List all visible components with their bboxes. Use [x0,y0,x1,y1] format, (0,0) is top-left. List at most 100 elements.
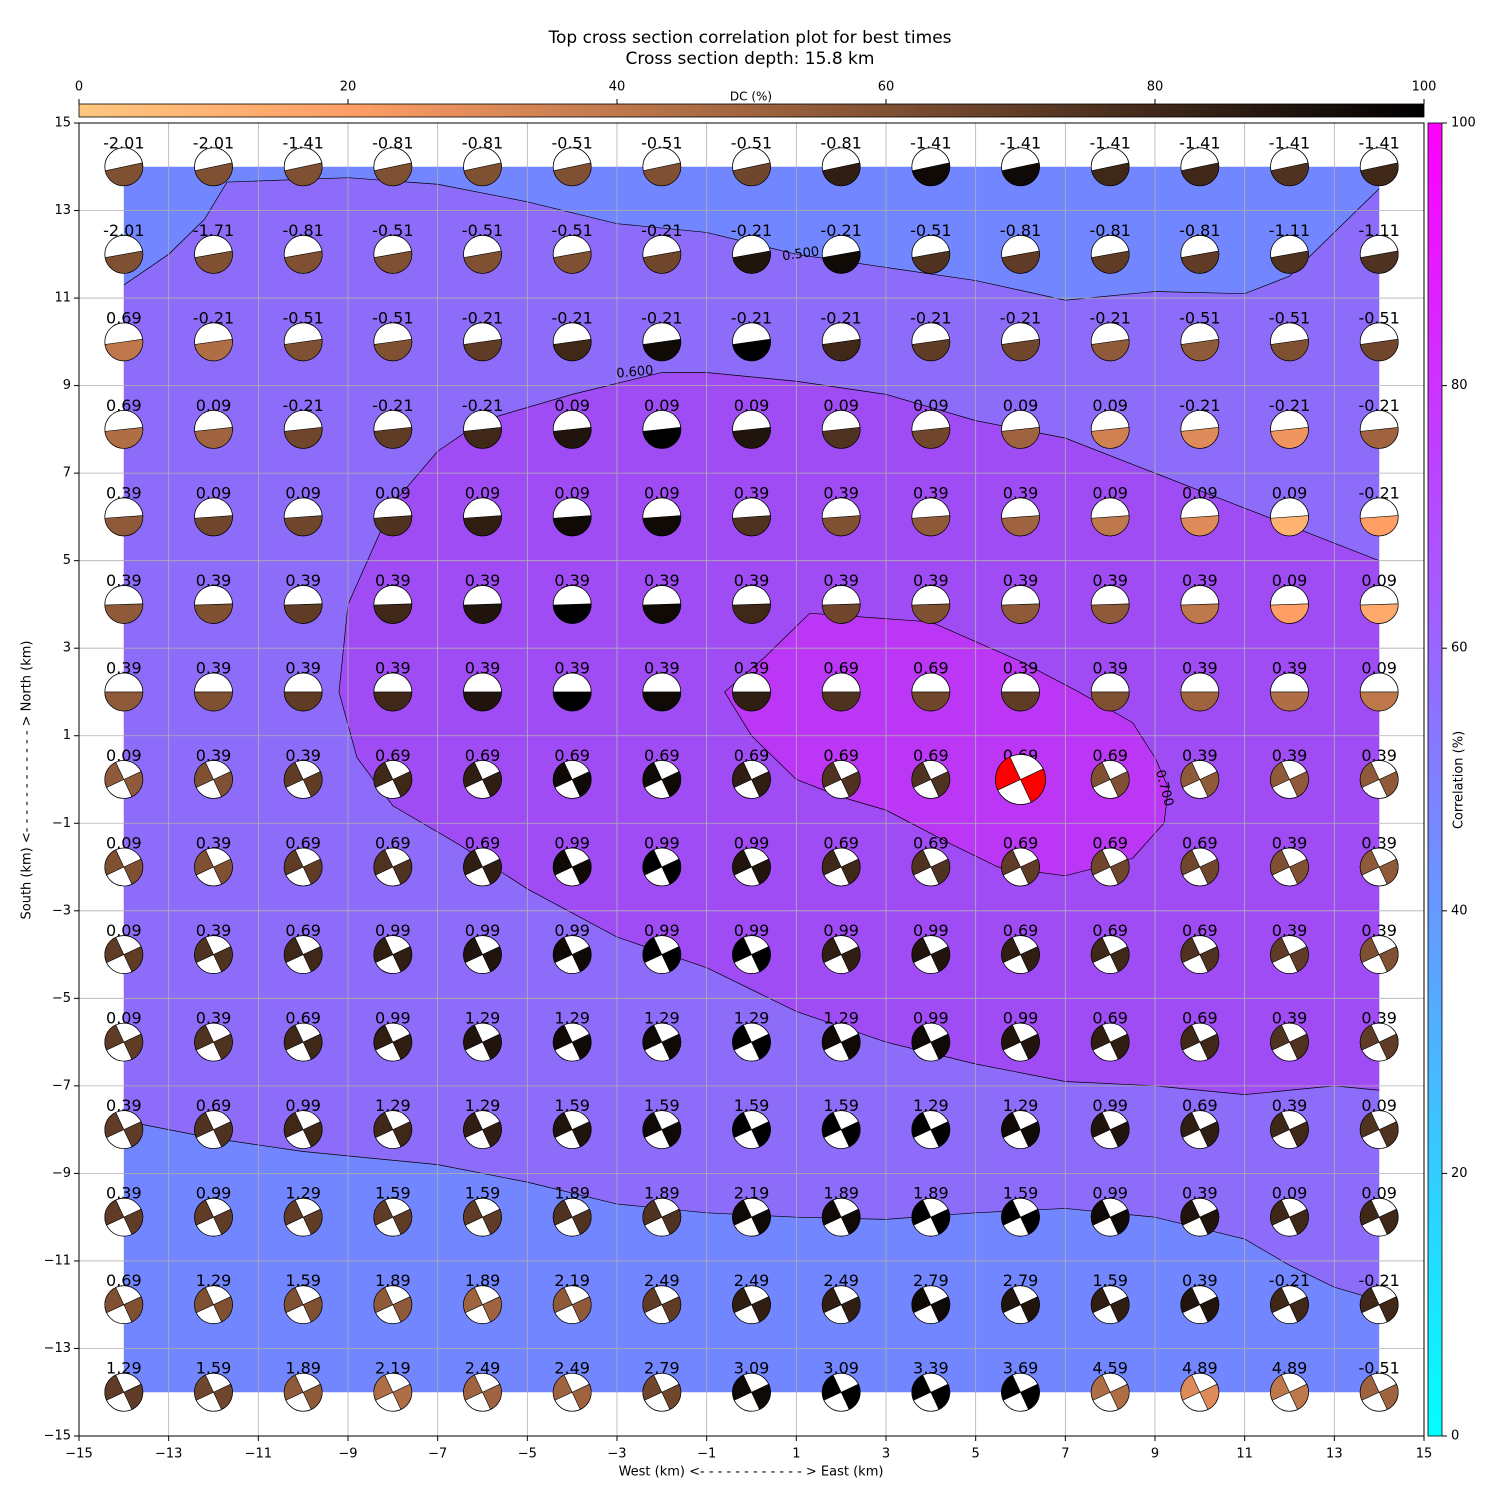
beachball [1270,585,1309,624]
x-tick-label: 9 [1151,1447,1159,1462]
corr-colorbar-label: Correlation (%) [1452,731,1467,829]
beachball [1359,234,1399,274]
beachball [911,760,951,799]
solution-label: 0.39 [106,1184,142,1203]
beachball-compression [552,1024,592,1060]
beachball-compression [194,1287,233,1323]
beachball [552,147,592,187]
beachball [373,1110,413,1150]
beachball-compression [283,1374,323,1410]
beachball-compression [1360,250,1399,274]
beachball [104,1285,144,1325]
solution-label: 1.29 [913,1096,949,1115]
dc-colorbar-label: DC (%) [730,90,772,104]
beachball-compression [1001,936,1040,973]
beachball-compression [1270,1374,1309,1410]
chart-subtitle: Cross section depth: 15.8 km [626,49,875,69]
solution-label: -0.81 [1000,221,1041,240]
beachball [463,672,502,712]
beachball [821,1110,861,1150]
beachball-compression [1270,338,1309,362]
solution-label: 2.79 [644,1359,680,1378]
solution-label: 4.89 [1272,1359,1308,1378]
solution-label: 0.99 [1092,1184,1128,1203]
solution-label: -0.21 [1269,1271,1310,1290]
beachball [1090,409,1130,449]
solution-label: -0.51 [282,308,323,327]
solution-label: 0.69 [375,746,411,765]
beachball [1359,1372,1399,1412]
solution-label: 2.49 [734,1271,770,1290]
solution-label: -1.41 [282,133,323,152]
beachball [463,1022,502,1062]
solution-label: 0.99 [465,921,501,940]
beachball [642,585,682,624]
beachball-compression [1359,691,1399,712]
dc-colorbar-tick-label: 100 [1412,80,1437,95]
beachball [1090,1372,1130,1412]
beachball-compression [911,515,951,537]
solution-label: 0.39 [823,571,859,590]
beachball-compression [1001,849,1040,885]
beachball [283,760,323,799]
solution-label: 0.09 [1092,483,1128,502]
beachball [1359,1110,1399,1150]
beachball [463,1197,502,1237]
solution-label: 0.39 [1272,1096,1308,1115]
solution-label: 1.29 [375,1096,411,1115]
contour-line [724,612,1169,877]
beachball [104,497,144,537]
beachball-compression [1270,1112,1309,1148]
beachball-compression [1360,162,1399,187]
solution-label: 0.09 [1361,1184,1397,1203]
solution-label: -0.21 [193,308,234,327]
solution-label: -0.51 [910,221,951,240]
beachball [373,1197,413,1237]
beachball [1090,234,1130,274]
beachball [373,234,413,274]
chart-title: Top cross section correlation plot for b… [547,28,951,48]
solution-label: 4.89 [1182,1359,1218,1378]
beachball-compression [373,603,413,624]
solution-label: 0.39 [196,571,232,590]
x-tick-label: −3 [607,1447,626,1462]
beachball [552,1285,592,1325]
solution-label: -0.21 [1179,396,1220,415]
solution-label: -0.21 [1000,308,1041,327]
solution-label: 0.39 [1272,834,1308,853]
beachball-compression [1180,250,1220,274]
beachball-compression [373,1024,413,1060]
beachball-compression [1090,1112,1130,1148]
solution-label: 0.39 [196,658,232,677]
solution-label: 1.59 [644,1096,680,1115]
x-tick-label: 11 [1236,1447,1253,1462]
y-tick-label: 7 [63,466,71,481]
beachball [821,234,861,274]
beachball [911,935,951,974]
solution-label: 0.69 [285,921,321,940]
solution-label: 1.29 [465,1096,501,1115]
beachball [1359,1022,1399,1062]
beachball [194,1110,233,1150]
beachball-compression [732,849,771,885]
beachball-compression [373,849,413,885]
beachball [911,409,951,449]
solution-label: 2.19 [554,1271,590,1290]
beachball-compression [1090,849,1130,885]
beachball [104,585,144,624]
solution-label: 0.39 [106,571,142,590]
beachball [642,497,682,537]
solution-label: 0.69 [1182,1096,1218,1115]
beachball-compression [194,849,233,885]
solution-label: 1.89 [285,1359,321,1378]
beachball-compression [552,849,592,885]
y-tick-label: 3 [63,641,71,656]
beachball-compression [463,1112,502,1148]
beachball [104,1110,144,1150]
beachball-compression [194,1374,233,1410]
beachball [1001,585,1040,624]
beachball [552,322,592,362]
beachball [283,935,323,974]
solution-label: 0.69 [1092,834,1128,853]
